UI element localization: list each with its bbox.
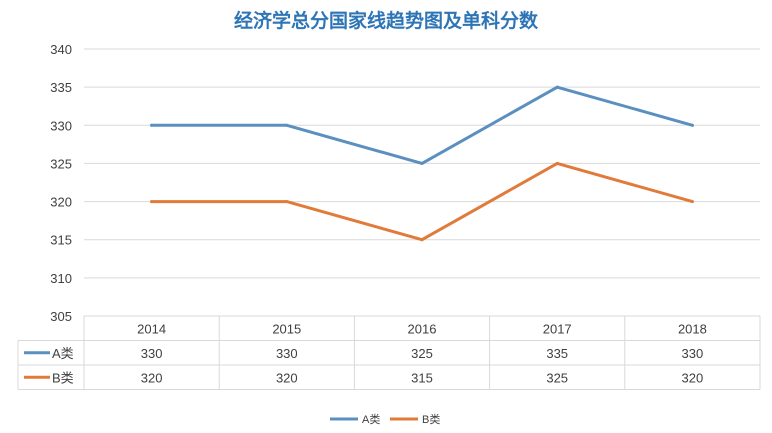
data-point (555, 161, 559, 165)
data-point (690, 200, 694, 204)
x-tick-label: 2016 (408, 321, 437, 336)
data-point (150, 123, 154, 127)
y-tick-label: 305 (50, 309, 72, 324)
table-cell-value: 330 (276, 346, 298, 361)
y-tick-label: 330 (50, 118, 72, 133)
data-point (420, 238, 424, 242)
data-point (285, 200, 289, 204)
table-cell-value: 325 (411, 346, 433, 361)
y-tick-label: 340 (50, 42, 72, 57)
series-lines (150, 85, 694, 242)
data-point (150, 200, 154, 204)
x-tick-label: 2014 (137, 321, 166, 336)
data-table: 2014 2015 2016 2017 2018 A类 330 330 325 335 330 B类 3… (17, 315, 761, 390)
x-tick-label: 2017 (543, 321, 572, 336)
table-cell-value: 320 (682, 370, 704, 385)
table-cell-value: 330 (141, 346, 163, 361)
table-cell-value: 320 (276, 370, 298, 385)
table-cell-value: 335 (546, 346, 568, 361)
y-tick-label: 315 (50, 233, 72, 248)
x-tick-label: 2018 (678, 321, 707, 336)
table-cell-value: 320 (141, 370, 163, 385)
legend-label: B类 (422, 412, 440, 426)
y-tick-label: 325 (50, 156, 72, 171)
x-tick-label: 2015 (272, 321, 301, 336)
legend-label: A类 (362, 412, 380, 426)
data-point (420, 161, 424, 165)
data-point (555, 85, 559, 89)
chart-title: 经济学总分国家线趋势图及单科分数 (234, 9, 539, 32)
table-series-name: B类 (52, 370, 74, 385)
data-point (285, 123, 289, 127)
table-cell-value: 330 (682, 346, 704, 361)
table-cell-value: 315 (411, 370, 433, 385)
y-tick-label: 310 (50, 271, 72, 286)
data-point (690, 123, 694, 127)
y-tick-label: 335 (50, 80, 72, 95)
y-tick-label: 320 (50, 195, 72, 210)
table-cell-value: 325 (546, 370, 568, 385)
y-axis-ticks: 305 310 315 320 325 330 335 340 (50, 42, 72, 324)
table-series-name: A类 (52, 346, 74, 361)
legend: A类 B类 (330, 412, 440, 426)
